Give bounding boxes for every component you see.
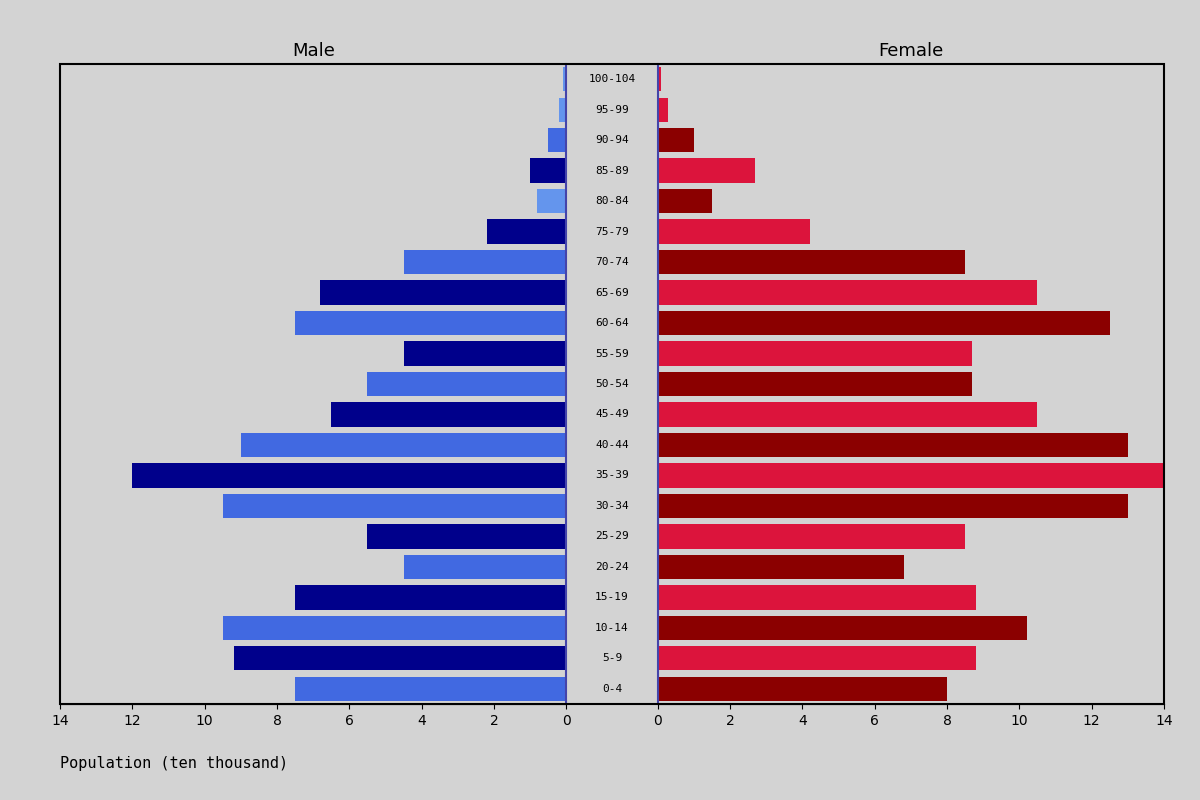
Title: Female: Female [878, 42, 943, 60]
Bar [658, 250, 965, 274]
Bar [295, 677, 566, 701]
Bar [658, 524, 965, 549]
Title: Male: Male [292, 42, 335, 60]
Bar [658, 616, 1026, 640]
Bar [548, 128, 566, 152]
Text: 70-74: 70-74 [595, 257, 629, 267]
Bar [658, 677, 947, 701]
Text: 80-84: 80-84 [595, 196, 629, 206]
Bar [559, 98, 566, 122]
Text: Population (ten thousand): Population (ten thousand) [60, 756, 288, 771]
Bar [223, 494, 566, 518]
Bar [658, 280, 1037, 305]
Bar [658, 67, 661, 91]
Bar [403, 342, 566, 366]
Bar [658, 554, 904, 579]
Text: 50-54: 50-54 [595, 379, 629, 389]
Bar [658, 463, 1171, 488]
Bar [658, 585, 976, 610]
Bar [403, 250, 566, 274]
Text: 40-44: 40-44 [595, 440, 629, 450]
Bar [658, 158, 755, 183]
Bar [320, 280, 566, 305]
Bar [658, 128, 694, 152]
Bar [530, 158, 566, 183]
Text: 65-69: 65-69 [595, 287, 629, 298]
Text: 0-4: 0-4 [602, 684, 622, 694]
Bar [234, 646, 566, 670]
Text: 10-14: 10-14 [595, 623, 629, 633]
Text: 25-29: 25-29 [595, 531, 629, 542]
Text: 60-64: 60-64 [595, 318, 629, 328]
Bar [658, 311, 1110, 335]
Text: 75-79: 75-79 [595, 226, 629, 237]
Text: 55-59: 55-59 [595, 349, 629, 358]
Text: 95-99: 95-99 [595, 105, 629, 114]
Text: 100-104: 100-104 [588, 74, 636, 84]
Text: 90-94: 90-94 [595, 135, 629, 145]
Text: 30-34: 30-34 [595, 501, 629, 511]
Bar [132, 463, 566, 488]
Bar [295, 585, 566, 610]
Bar [658, 219, 810, 244]
Bar [658, 189, 712, 214]
Bar [658, 342, 972, 366]
Text: 85-89: 85-89 [595, 166, 629, 176]
Bar [367, 372, 566, 396]
Bar [658, 372, 972, 396]
Bar [658, 402, 1037, 426]
Bar [295, 311, 566, 335]
Bar [658, 98, 668, 122]
Text: 35-39: 35-39 [595, 470, 629, 481]
Bar [403, 554, 566, 579]
Text: 20-24: 20-24 [595, 562, 629, 572]
Bar [367, 524, 566, 549]
Bar [331, 402, 566, 426]
Text: 15-19: 15-19 [595, 592, 629, 602]
Bar [241, 433, 566, 457]
Bar [658, 494, 1128, 518]
Text: 45-49: 45-49 [595, 410, 629, 419]
Bar [538, 189, 566, 214]
Bar [487, 219, 566, 244]
Bar [658, 433, 1128, 457]
Bar [658, 646, 976, 670]
Text: 5-9: 5-9 [602, 654, 622, 663]
Bar [563, 67, 566, 91]
Bar [223, 616, 566, 640]
